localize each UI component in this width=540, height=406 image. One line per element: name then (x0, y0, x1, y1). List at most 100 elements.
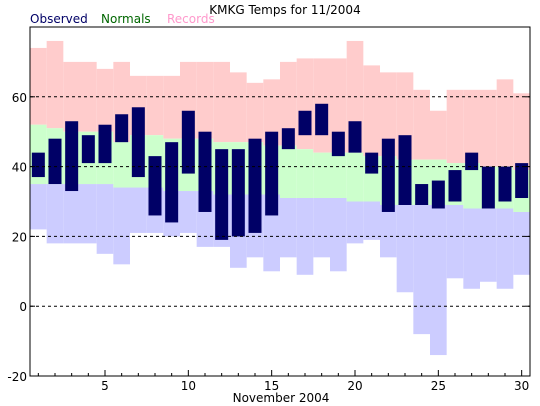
record-low-band (296, 198, 314, 275)
legend-observed: Observed (30, 12, 88, 26)
record-high-band (363, 65, 380, 157)
observed-bar (265, 131, 279, 216)
record-high-band (496, 79, 514, 167)
record-low-band (396, 204, 414, 293)
x-tick-label: 5 (101, 379, 109, 393)
y-tick-label: 40 (12, 161, 27, 175)
record-low-band (480, 208, 497, 282)
observed-bar (131, 107, 145, 178)
bars-layer (30, 40, 530, 356)
observed-bar (281, 128, 295, 150)
x-tick-label: 15 (264, 379, 279, 393)
observed-bar (31, 152, 45, 178)
record-high-band (263, 79, 280, 146)
record-high-band (46, 40, 64, 129)
observed-bar (381, 138, 395, 212)
observed-bar (115, 114, 129, 143)
x-tick-label: 10 (181, 379, 196, 393)
x-tick-label: 20 (347, 379, 362, 393)
observed-bar (348, 121, 362, 153)
observed-bar (198, 131, 212, 212)
x-tick-label: 30 (514, 379, 529, 393)
record-low-band (113, 187, 130, 265)
y-tick-label: 0 (19, 300, 27, 314)
record-low-band (280, 198, 297, 258)
record-low-band (180, 191, 197, 233)
record-low-band (346, 201, 364, 244)
record-high-band (63, 61, 80, 132)
legend-normals: Normals (101, 12, 151, 26)
normal-band (296, 149, 314, 199)
observed-bar (165, 142, 179, 223)
observed-bar (498, 166, 512, 202)
record-high-band (163, 75, 180, 139)
x-tick-label: 25 (431, 379, 446, 393)
record-high-band (480, 89, 497, 167)
observed-bar (148, 156, 162, 216)
axis-layer: -20 0 20 40 60 5 10 15 20 25 30 (7, 26, 531, 393)
observed-bar (331, 131, 345, 157)
observed-bar (415, 184, 429, 205)
record-high-band (96, 68, 114, 132)
record-low-band (496, 208, 514, 289)
grid-layer (30, 96, 530, 307)
normal-band (463, 163, 480, 209)
observed-bar (365, 152, 379, 174)
observed-bar (515, 163, 529, 199)
record-low-band (63, 184, 80, 244)
y-tick-label: 60 (12, 91, 27, 105)
observed-bar (298, 110, 312, 136)
observed-bar (465, 152, 479, 171)
record-low-band (313, 198, 330, 258)
observed-bar (448, 170, 462, 202)
record-high-band (413, 89, 430, 160)
observed-bar (181, 110, 195, 174)
observed-bar (248, 138, 262, 233)
record-high-band (146, 75, 164, 136)
normal-band (280, 145, 297, 199)
record-low-band (446, 204, 464, 279)
record-high-band (380, 72, 397, 157)
record-low-band (430, 204, 447, 356)
normal-band (113, 142, 130, 188)
record-low-band (413, 204, 430, 335)
observed-bar (431, 180, 445, 209)
record-high-band (280, 61, 297, 146)
record-low-band (80, 184, 97, 244)
plot-border (29, 26, 531, 377)
record-high-band (196, 61, 214, 139)
record-high-band (430, 110, 447, 160)
observed-bar (65, 121, 79, 192)
observed-bar (98, 124, 112, 164)
record-low-band (513, 211, 530, 275)
observed-bar (81, 135, 95, 164)
observed-bar (215, 149, 229, 240)
record-low-band (330, 198, 347, 272)
chart-title: KMKG Temps for 11/2004 (209, 3, 360, 17)
record-low-band (380, 204, 397, 258)
observed-bar (481, 166, 495, 209)
y-tick-label: -20 (7, 370, 27, 384)
observed-bar (315, 103, 329, 136)
x-axis-label: November 2004 (233, 391, 330, 405)
observed-bar (398, 135, 412, 205)
record-low-band (96, 184, 114, 254)
record-high-band (463, 89, 480, 164)
record-high-band (30, 47, 47, 125)
record-high-band (246, 82, 264, 143)
normal-band (346, 152, 364, 202)
record-high-band (213, 61, 230, 143)
record-high-band (446, 89, 464, 164)
record-high-band (296, 58, 314, 150)
record-low-band (130, 187, 147, 233)
record-low-band (46, 184, 64, 244)
observed-bar (231, 149, 245, 237)
record-low-band (363, 201, 380, 240)
record-low-band (30, 184, 47, 230)
normal-band (330, 152, 347, 199)
record-low-band (463, 208, 480, 289)
y-tick-label: 20 (12, 230, 27, 244)
record-high-band (513, 93, 530, 171)
record-high-band (330, 58, 347, 153)
